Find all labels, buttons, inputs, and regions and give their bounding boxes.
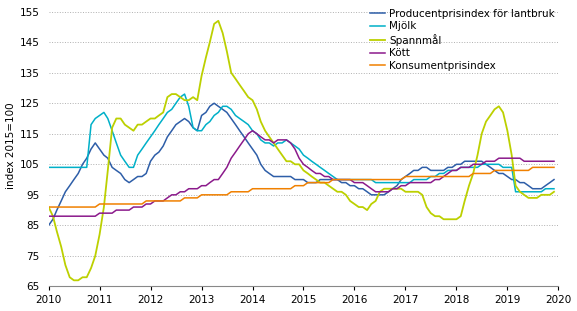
Line: Mjölk: Mjölk (48, 94, 554, 192)
Y-axis label: index 2015=100: index 2015=100 (6, 103, 16, 189)
Line: Konsumentprisindex: Konsumentprisindex (48, 167, 554, 207)
Line: Kött: Kött (48, 131, 554, 216)
Line: Producentprisindex för lantbruk: Producentprisindex för lantbruk (48, 103, 554, 225)
Line: Spannmål: Spannmål (48, 21, 554, 280)
Legend: Producentprisindex för lantbruk, Mjölk, Spannmål, Kött, Konsumentprisindex: Producentprisindex för lantbruk, Mjölk, … (370, 9, 555, 71)
